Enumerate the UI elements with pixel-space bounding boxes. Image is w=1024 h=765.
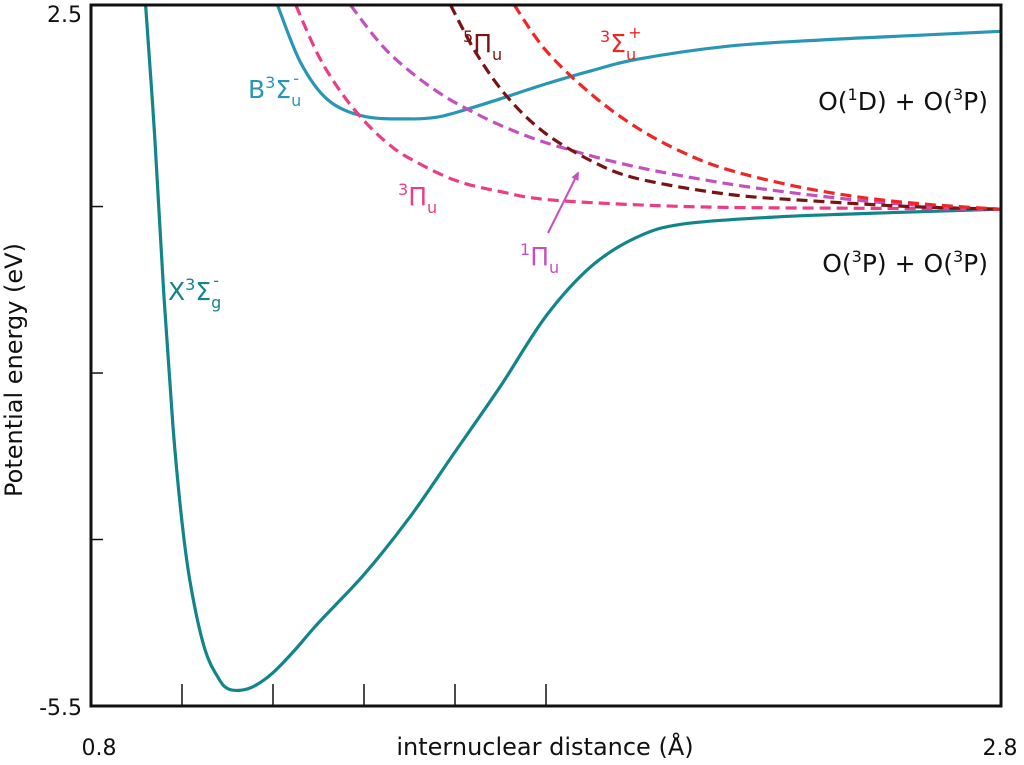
series-line-3 bbox=[349, 5, 1001, 211]
x-axis-title: internuclear distance (Å) bbox=[396, 732, 693, 761]
series-layer bbox=[144, 5, 1001, 693]
label-5pi-u: 5Πu bbox=[463, 27, 502, 64]
y-tick-label-top: 2.5 bbox=[47, 3, 82, 28]
series-line-2 bbox=[294, 5, 1001, 211]
series-line-5 bbox=[512, 5, 1001, 211]
series-line-4 bbox=[449, 5, 1001, 211]
series-line-0 bbox=[144, 5, 1001, 693]
label-x3sigma-g: X3Σg- bbox=[168, 271, 221, 312]
x-tick-label-right: 2.8 bbox=[983, 736, 1018, 761]
y-tick-label-bottom: -5.5 bbox=[39, 696, 82, 721]
label-1pi-u: 1Πu bbox=[520, 240, 559, 277]
arrow-1pi-u bbox=[547, 171, 579, 234]
label-3pi-u: 3Πu bbox=[398, 180, 437, 217]
series-line-1 bbox=[276, 5, 1001, 121]
label-b3sigma-u: B3Σu- bbox=[248, 69, 301, 110]
annotation-o3p-o3p: O(3P) + O(3P) bbox=[822, 247, 988, 278]
plot-frame bbox=[89, 3, 1003, 708]
label-3sigma-u-plus: 3Σu+ bbox=[600, 23, 642, 64]
annotation-o1d-o3p: O(1D) + O(3P) bbox=[818, 85, 988, 116]
x-tick-label-left: 0.8 bbox=[82, 736, 117, 761]
y-axis-title: Potential energy (eV) bbox=[0, 243, 28, 497]
